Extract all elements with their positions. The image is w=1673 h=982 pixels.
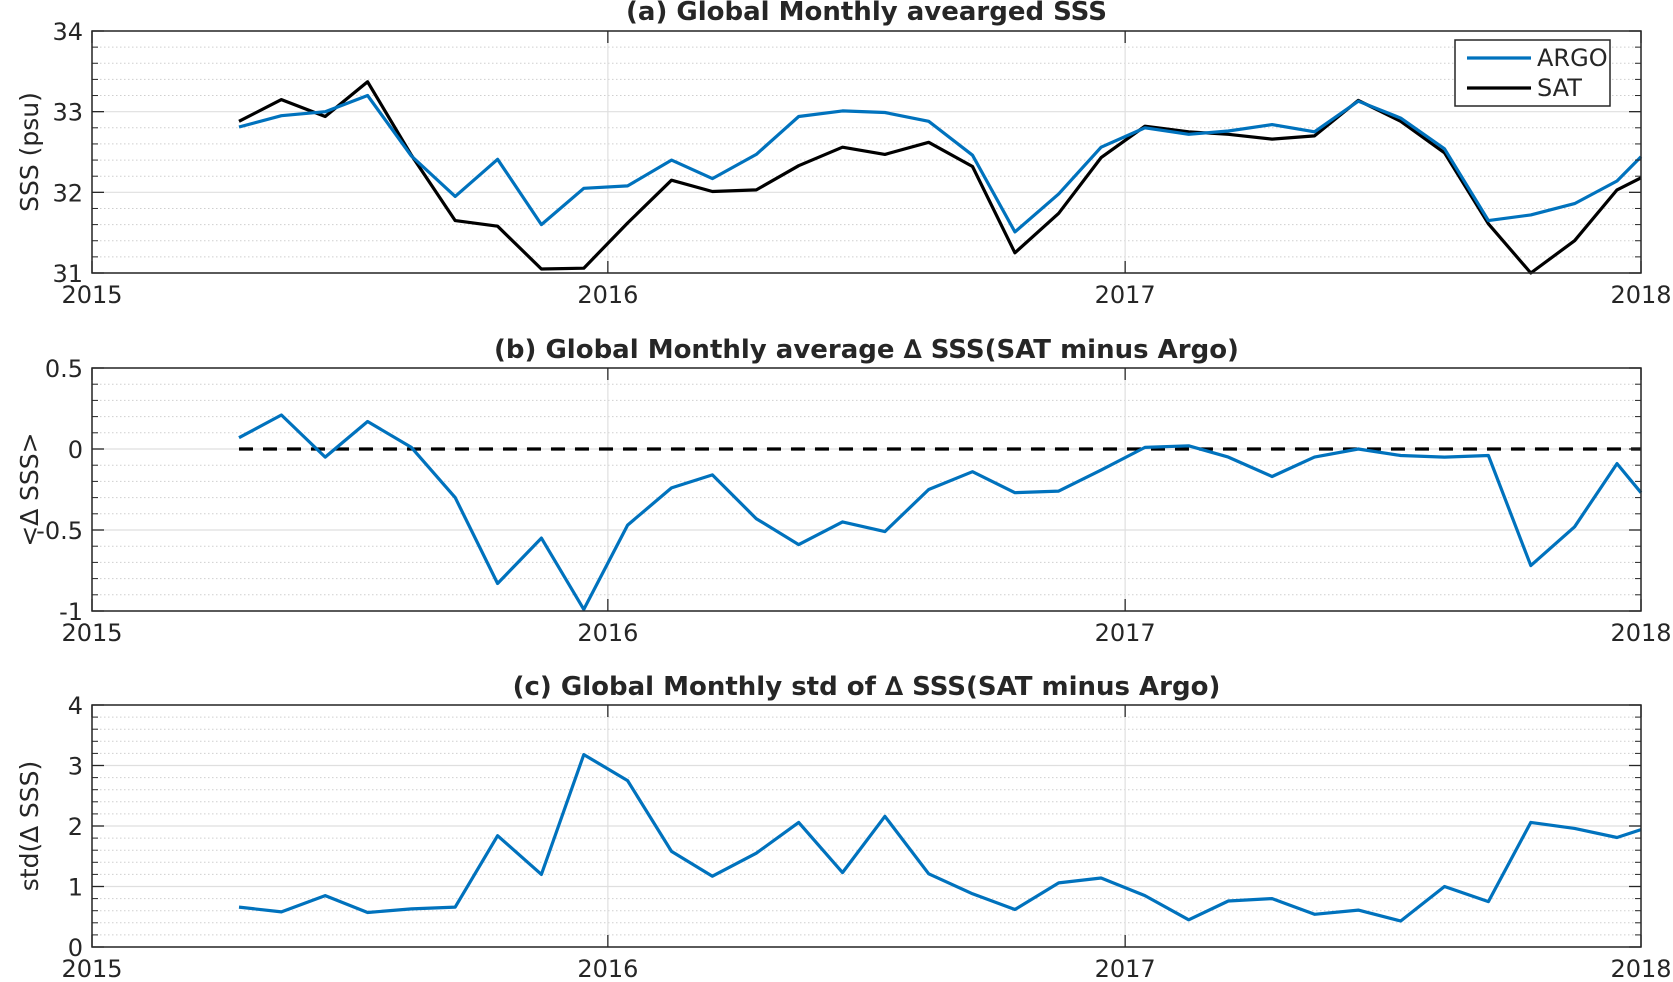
y-tick-label: 3 xyxy=(68,753,83,781)
legend-box xyxy=(1454,39,1611,107)
chart-panel-b: -1 -0.5 0 0.5 2015 2016 2017 2018 (b) Global Mon… xyxy=(15,335,1672,647)
series-line-argo xyxy=(238,93,1643,234)
chart-title: (a) Global Monthly avearged SSS xyxy=(626,0,1107,27)
y-axis-label: SSS (psu) xyxy=(15,92,44,212)
y-tick-label: 0.5 xyxy=(45,355,83,383)
y-axis-label: std(∆ SSS) xyxy=(15,761,44,891)
y-tick-label: 1 xyxy=(68,874,83,902)
x-tick-label: 2015 xyxy=(61,619,122,647)
y-tick-label: 2 xyxy=(68,813,83,841)
series-line-delta-sss xyxy=(238,752,1642,923)
y-tick-label: 0 xyxy=(68,934,83,962)
chart-title: (c) Global Monthly std of ∆ SSS(SAT minu… xyxy=(513,672,1221,702)
series-line-sat xyxy=(238,80,1642,275)
legend-label-sat: SAT xyxy=(1537,74,1582,102)
x-tick-label: 2016 xyxy=(577,619,638,647)
y-tick-label: 4 xyxy=(68,692,83,720)
plot-axes-box xyxy=(91,30,1642,274)
y-tick-label: -0.5 xyxy=(36,517,83,545)
y-tick-label: 33 xyxy=(52,99,83,127)
x-tick-label: 2016 xyxy=(577,955,638,982)
x-tick-label: 2018 xyxy=(1610,281,1671,309)
x-tick-label: 2017 xyxy=(1095,955,1156,982)
plot-axes-box xyxy=(91,367,1642,612)
y-tick-label: 31 xyxy=(52,260,83,288)
chart-panel-a: 31 32 33 34 2015 2016 2017 2018 (a) Global Month… xyxy=(15,0,1672,309)
y-axis-label: <∆ SSS> xyxy=(15,432,44,546)
x-tick-label: 2015 xyxy=(61,955,122,982)
x-tick-label: 2018 xyxy=(1610,955,1671,982)
x-tick-label: 2017 xyxy=(1095,619,1156,647)
y-tick-label: -1 xyxy=(59,598,83,626)
x-tick-label: 2015 xyxy=(61,281,122,309)
series-line-delta-sss xyxy=(238,413,1643,612)
chart-panel-c: 0 1 2 3 4 2015 2016 2017 2018 (c) Global Monthly … xyxy=(15,672,1672,982)
y-tick-label: 32 xyxy=(52,179,83,207)
x-tick-label: 2018 xyxy=(1610,619,1671,647)
y-tick-label: 0 xyxy=(68,436,83,464)
chart-title: (b) Global Monthly average ∆ SSS(SAT min… xyxy=(494,335,1239,365)
legend-label-argo: ARGO xyxy=(1537,44,1608,72)
x-tick-label: 2016 xyxy=(577,281,638,309)
y-tick-label: 34 xyxy=(52,18,83,46)
x-tick-label: 2017 xyxy=(1095,281,1156,309)
